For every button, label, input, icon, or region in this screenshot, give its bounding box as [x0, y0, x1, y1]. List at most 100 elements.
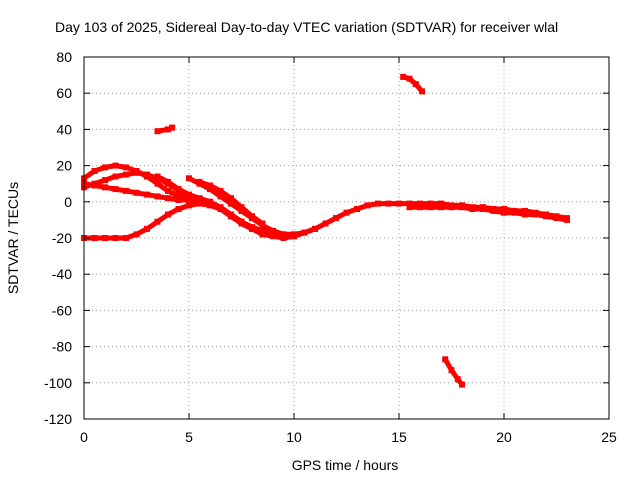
- y-tick-label: 60: [56, 85, 72, 101]
- data-point: [501, 209, 507, 216]
- data-point: [238, 218, 245, 225]
- y-tick-label: 40: [56, 121, 72, 137]
- data-point: [454, 376, 461, 383]
- data-point: [154, 218, 161, 225]
- data-point: [417, 204, 423, 211]
- data-point: [238, 204, 245, 211]
- series-arc-10: [400, 74, 425, 94]
- x-tick-label: 10: [286, 429, 302, 445]
- data-point: [165, 126, 171, 133]
- data-point: [385, 200, 392, 207]
- data-point: [259, 227, 266, 234]
- data-point: [207, 186, 213, 193]
- data-point: [259, 231, 266, 238]
- data-point: [207, 198, 213, 205]
- data-point: [364, 202, 371, 209]
- data-point: [228, 211, 234, 218]
- data-point: [228, 195, 234, 202]
- y-tick-labels: -120 -100 -80 -60 -40 -20 0 20 40 60 80: [44, 49, 72, 427]
- data-point: [165, 187, 171, 194]
- data-point: [448, 204, 455, 211]
- y-tick-label: -120: [44, 411, 72, 427]
- data-point: [448, 367, 455, 374]
- y-tick-label: -100: [44, 375, 72, 391]
- data-point: [175, 193, 182, 200]
- data-point: [207, 202, 213, 209]
- data-point: [102, 235, 108, 241]
- data-point: [91, 182, 98, 189]
- data-point: [564, 216, 570, 223]
- data-point: [169, 124, 176, 131]
- data-point: [154, 128, 161, 135]
- data-point: [412, 81, 419, 88]
- y-tick-label: -40: [52, 266, 72, 282]
- data-point: [123, 187, 129, 194]
- data-point: [333, 215, 339, 222]
- data-point: [280, 235, 287, 241]
- data-point: [123, 164, 129, 171]
- data-point: [123, 171, 129, 178]
- data-point: [419, 88, 426, 95]
- data-point: [102, 184, 108, 191]
- chart-title: Day 103 of 2025, Sidereal Day-to-day VTE…: [55, 19, 558, 35]
- axis-ticks: [83, 56, 610, 420]
- data-point: [123, 235, 129, 241]
- data-point: [427, 204, 434, 211]
- data-point: [438, 200, 444, 207]
- data-point: [438, 204, 444, 211]
- data-point: [196, 200, 203, 207]
- data-point: [112, 173, 119, 180]
- data-point: [522, 207, 528, 214]
- data-point: [186, 191, 192, 198]
- data-point: [207, 182, 213, 189]
- data-point: [112, 186, 119, 193]
- data-point: [312, 225, 318, 232]
- data-point: [553, 215, 560, 222]
- data-point: [417, 200, 423, 207]
- data-point: [228, 200, 234, 207]
- data-point: [175, 186, 182, 193]
- data-point: [406, 75, 413, 82]
- data-point: [144, 191, 150, 198]
- data-point: [291, 231, 297, 238]
- data-point: [217, 204, 224, 211]
- data-point: [133, 169, 140, 176]
- data-point: [154, 180, 161, 187]
- x-axis-label: GPS time / hours: [292, 457, 399, 473]
- data-point: [186, 175, 192, 182]
- data-point: [406, 200, 413, 207]
- data-point: [532, 211, 539, 218]
- data-point: [238, 207, 245, 214]
- data-point: [175, 206, 182, 212]
- data-point: [322, 220, 329, 227]
- x-tick-label: 25: [601, 429, 617, 445]
- x-tick-label: 0: [80, 429, 88, 445]
- data-point: [459, 381, 465, 388]
- data-point: [400, 73, 407, 80]
- data-point: [91, 168, 98, 174]
- grid: [84, 57, 609, 419]
- data-point: [249, 224, 255, 231]
- data-point: [133, 189, 140, 196]
- data-point: [154, 173, 161, 180]
- data-point: [511, 209, 518, 216]
- x-tick-label: 20: [496, 429, 512, 445]
- data-point: [490, 207, 497, 214]
- data-point: [186, 202, 192, 209]
- data-point: [91, 235, 98, 241]
- data-point: [543, 213, 549, 220]
- data-point: [354, 206, 360, 212]
- y-tick-label: -60: [52, 302, 72, 318]
- x-tick-labels: 0 5 10 15 20 25: [80, 429, 617, 445]
- data-point: [112, 162, 119, 169]
- series-group: [81, 73, 570, 388]
- y-tick-label: 20: [56, 158, 72, 174]
- data-point: [154, 193, 161, 200]
- data-point: [165, 195, 171, 202]
- data-point: [259, 220, 266, 227]
- data-point: [522, 211, 528, 218]
- data-point: [217, 193, 224, 200]
- data-point: [196, 178, 203, 185]
- data-point: [112, 235, 119, 241]
